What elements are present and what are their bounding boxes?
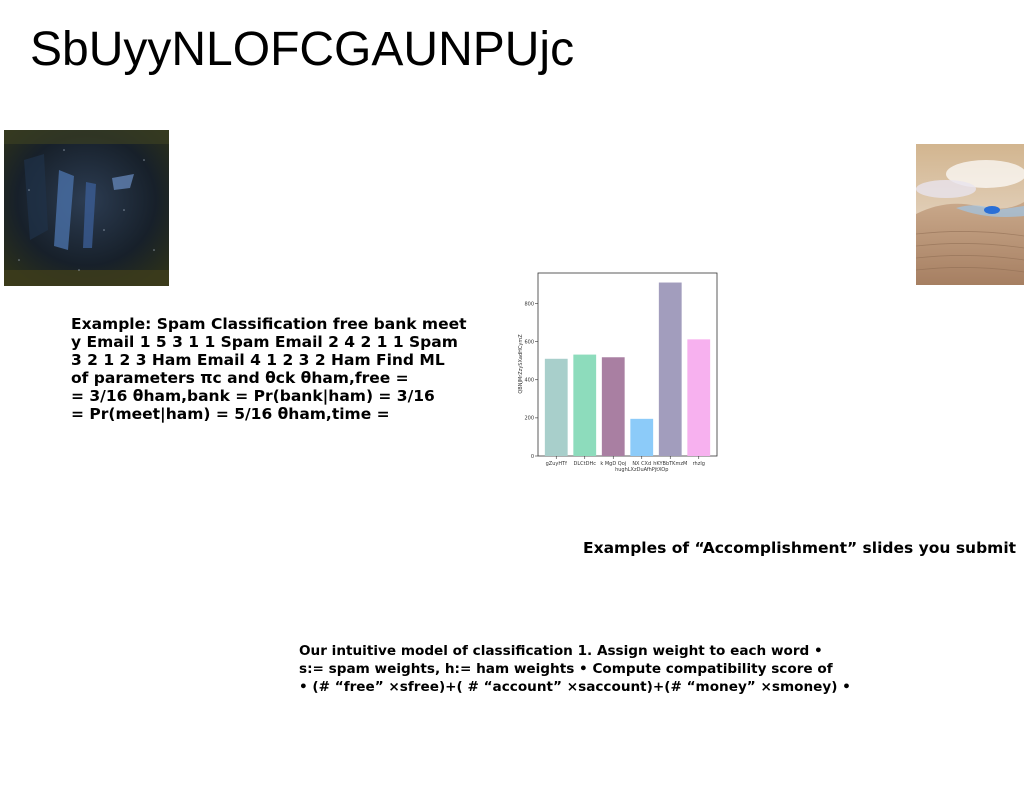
y-tick-label: 200 [524,416,534,422]
bar [573,354,597,456]
bar-chart-svg: QBNJMrZzySXadHCymZ 0 200 400 600 800 gZuyHTf D… [518,272,718,473]
intuitive-line: s:= spam weights, h:= ham weights • Comp… [299,661,833,677]
intuitive-model-text: Our intuitive model of classification 1.… [299,642,874,696]
example-line: 3 2 1 2 3 Ham Email 4 1 2 3 2 Ham Find M… [71,351,445,369]
x-tick-label: DLCtDHc [574,461,597,467]
example-line: = Pr(meet|ham) = 5/16 θham,time = [71,405,390,423]
bar [544,358,568,456]
desert-dunes-photo [916,144,1024,285]
intuitive-line: Our intuitive model of classification 1.… [299,643,823,659]
x-tick-label: NX CXd hughLXzDuAfhPjtXOp [615,461,668,473]
accomplishment-caption: Examples of “Accomplishment” slides you … [583,539,1017,557]
y-tick-label: 600 [524,339,534,345]
bar [687,339,711,456]
bar [630,418,654,456]
y-tick-label: 800 [524,301,534,307]
x-tick-label: k MgD Qoj [600,461,626,467]
x-tick-label: rhzlg [693,461,705,467]
slide-title: SbUyyNLOFCGAUNPUjc [30,23,575,76]
y-tick-label: 400 [524,378,534,384]
x-tick-label: hKYBbTKmzM [653,461,687,467]
bar-chart: QBNJMrZzySXadHCymZ 0 200 400 600 800 gZuyHTf D… [514,268,724,480]
example-line: = 3/16 θham,bank = Pr(bank|ham) = 3/16 [71,387,435,405]
dark-window-photo [4,130,169,286]
example-line: Example: Spam Classification free bank m… [71,315,467,333]
example-line: y Email 1 5 3 1 1 Spam Email 2 4 2 1 1 S… [71,333,458,351]
plot-frame [537,272,718,457]
bar [658,282,682,456]
example-line: of parameters πc and θck θham,free = [71,369,409,387]
bar [601,357,625,456]
spam-classification-example: Example: Spam Classification free bank m… [71,315,481,423]
intuitive-line: • (# “free” ×sfree)+( # “account” ×sacco… [299,679,851,695]
y-tick-label: 0 [531,454,534,460]
x-tick-label: gZuyHTf [546,461,568,467]
y-axis-label: QBNJMrZzySXadHCymZ [518,334,524,394]
